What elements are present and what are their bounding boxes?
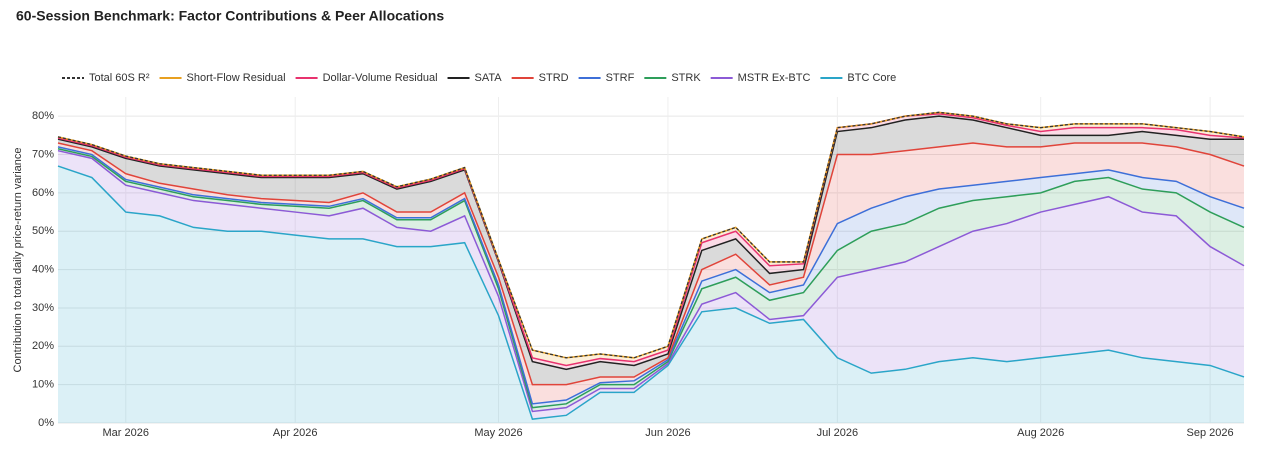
area-line xyxy=(57,148,1245,409)
y-tick-label: 0% xyxy=(38,417,54,429)
y-tick-label: 70% xyxy=(32,148,54,160)
legend-label: Dollar-Volume Residual xyxy=(323,72,438,84)
legend-label: SATA xyxy=(475,72,503,84)
area xyxy=(58,148,1244,412)
y-tick-label: 10% xyxy=(32,379,54,391)
legend-label: BTC Core xyxy=(847,72,896,84)
y-tick-label: 40% xyxy=(32,263,54,275)
legend-item: MSTR Ex-BTC xyxy=(710,72,811,84)
legend-item: STRK xyxy=(644,72,701,84)
legend-item: STRF xyxy=(578,72,635,84)
legend-item: STRD xyxy=(511,72,569,84)
y-tick-label: 60% xyxy=(32,187,54,199)
area-line xyxy=(57,142,1245,386)
legend-label: MSTR Ex-BTC xyxy=(738,72,811,84)
area xyxy=(58,116,1244,385)
legend-item: Total 60S R² xyxy=(62,72,150,84)
legend-label: STRK xyxy=(671,72,701,84)
legend-item: Short-Flow Residual xyxy=(159,72,286,84)
x-tick-label: May 2026 xyxy=(474,427,522,439)
x-tick-label: Jul 2026 xyxy=(817,427,859,439)
legend-label: STRF xyxy=(606,72,635,84)
total-line xyxy=(57,111,1245,359)
area-line xyxy=(57,165,1245,420)
y-tick-label: 30% xyxy=(32,302,54,314)
area xyxy=(58,143,1244,404)
legend-label: STRD xyxy=(539,72,569,84)
legend-label: Short-Flow Residual xyxy=(187,72,286,84)
legend-label: Total 60S R² xyxy=(89,72,150,84)
y-tick-label: 50% xyxy=(32,225,54,237)
lines xyxy=(57,111,1245,420)
chart-title: 60-Session Benchmark: Factor Contributio… xyxy=(16,8,444,24)
x-tick-label: Apr 2026 xyxy=(273,427,318,439)
areas xyxy=(58,112,1244,424)
x-tick-label: Aug 2026 xyxy=(1017,427,1064,439)
legend-item: BTC Core xyxy=(820,72,896,84)
area-line xyxy=(57,115,1244,371)
area xyxy=(58,150,1244,420)
area xyxy=(58,166,1244,424)
area-line xyxy=(57,113,1245,367)
y-tick-label: 80% xyxy=(32,110,54,122)
x-tick-label: Jun 2026 xyxy=(645,427,690,439)
area-line xyxy=(57,149,1245,413)
x-tick-label: Mar 2026 xyxy=(103,427,149,439)
y-tick-label: 20% xyxy=(32,340,54,352)
legend-item: SATA xyxy=(447,72,503,84)
x-tick-label: Sep 2026 xyxy=(1187,427,1234,439)
y-axis-label: Contribution to total daily price-return… xyxy=(12,147,24,372)
legend-item: Dollar-Volume Residual xyxy=(295,72,438,84)
area-line xyxy=(57,146,1245,405)
